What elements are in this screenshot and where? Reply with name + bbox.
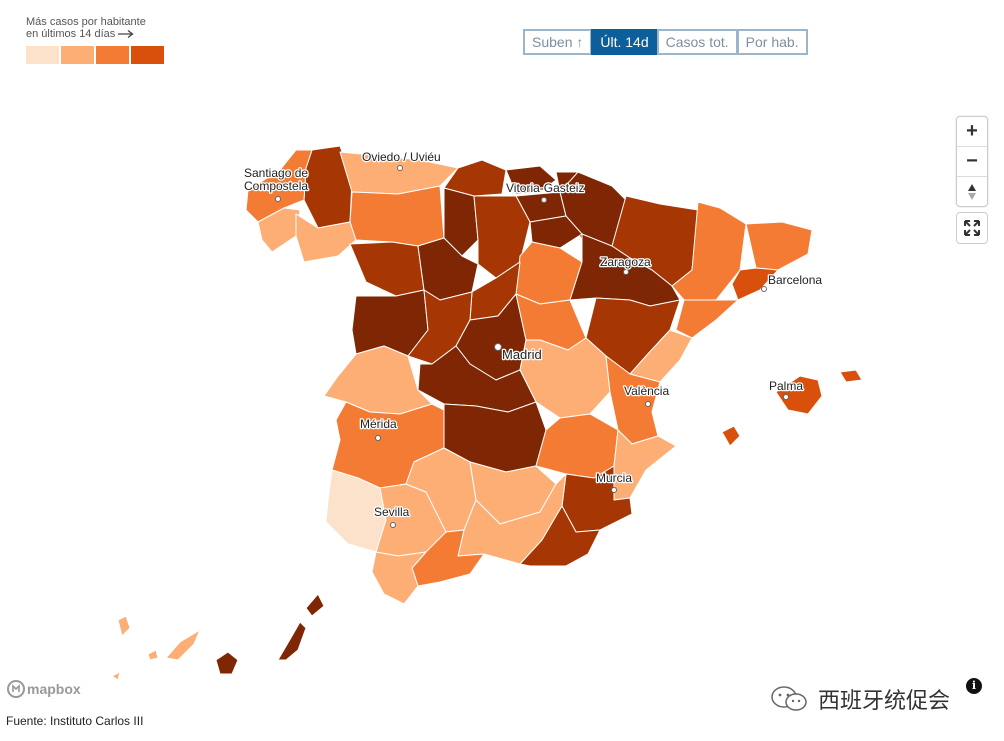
city-marker-murcia [611,487,617,493]
legend: Más casos por habitante en últimos 14 dí… [26,16,164,64]
city-marker-valencia [645,401,651,407]
wechat-icon [771,686,807,711]
tab-suben[interactable]: Suben ↑ [523,29,593,55]
legend-title-line1: Más casos por habitante [26,16,146,28]
region-albacete[interactable] [535,413,619,479]
city-marker-palma [783,394,789,400]
region-la-rioja[interactable] [529,215,583,249]
mapbox-logo[interactable]: mapbox [7,680,81,698]
city-marker-barcelona [761,286,767,292]
region-gran-canaria[interactable] [215,651,239,675]
region-almeria[interactable] [519,505,601,567]
mapbox-icon [7,680,25,698]
city-label-santiago-line2: Compostela [244,179,308,193]
city-label-palma: Palma [769,379,803,393]
city-marker-merida [375,435,381,441]
city-marker-oviedo [397,165,403,171]
city-label-sevilla: Sevilla [374,505,410,519]
arrow-right-icon [118,30,134,39]
city-marker-santiago [275,196,281,202]
region-tarragona[interactable] [675,299,739,339]
region-lanzarote[interactable] [305,593,325,617]
watermark: 西班牙统促会 [770,683,950,715]
region-menorca[interactable] [839,369,863,383]
tab-ultimos-14d[interactable]: Últ. 14d [591,29,658,55]
region-girona[interactable] [745,221,813,271]
tab-casos-totales[interactable]: Casos tot. [656,29,738,55]
legend-swatches [26,46,164,64]
region-mallorca[interactable] [775,375,823,415]
region-ourense[interactable] [295,213,357,263]
city-label-valencia: València [624,384,669,398]
source-note: Fuente: Instituto Carlos III [6,714,144,728]
zoom-in-button[interactable]: + [957,117,987,147]
city-label-merida: Mérida [360,417,397,431]
region-la-gomera[interactable] [147,649,159,661]
legend-title-line2-text: en últimos 14 días [26,28,116,40]
fullscreen-icon [964,220,980,236]
region-tenerife[interactable] [165,629,201,661]
city-markers: Oviedo / Uviéu Santiago de Compostela Vi… [243,149,824,528]
city-label-murcia: Murcia [596,471,632,485]
legend-swatch-4 [131,46,164,64]
region-la-palma[interactable] [117,615,131,637]
compass-icon [968,183,976,200]
region-zamora[interactable] [349,241,425,297]
fullscreen-button[interactable] [956,212,988,244]
legend-swatch-1 [26,46,59,64]
legend-swatch-2 [61,46,94,64]
region-barcelona[interactable] [731,267,779,301]
watermark-text: 西班牙统促会 [818,688,951,713]
region-cadiz[interactable] [371,551,427,605]
region-ibiza[interactable] [721,425,741,447]
city-label-barcelona: Barcelona [768,273,822,287]
city-marker-madrid [494,343,502,351]
city-label-madrid: Madrid [502,347,542,362]
region-palencia[interactable] [443,187,479,257]
region-fuerteventura[interactable] [277,621,307,661]
city-label-santiago-line1: Santiago de [244,166,308,180]
city-marker-sevilla [390,522,396,528]
legend-title-line2: en últimos 14 días [26,28,164,40]
region-alicante[interactable] [613,429,677,501]
region-a-coruna[interactable] [245,149,313,223]
city-marker-zaragoza [623,269,629,275]
city-label-vitoria: Vitoria-Gasteiz [506,181,584,195]
map-navigation-controls: + − [956,116,988,207]
zoom-out-button[interactable]: − [957,147,987,177]
city-marker-vitoria [541,197,547,203]
mode-tabs: Suben ↑ Últ. 14d Casos tot. Por hab. [523,29,808,55]
region-toledo[interactable] [417,345,537,413]
region-leon[interactable] [349,185,445,247]
region-el-hierro[interactable] [111,671,121,681]
compass-button[interactable] [957,177,987,206]
region-bizkaia[interactable] [505,165,557,195]
city-label-oviedo: Oviedo / Uviéu [362,150,441,164]
tab-por-habitante[interactable]: Por hab. [736,29,808,55]
info-icon[interactable]: i [966,678,982,694]
city-label-zaragoza: Zaragoza [600,255,651,269]
mapbox-text: mapbox [27,681,81,697]
legend-swatch-3 [96,46,129,64]
